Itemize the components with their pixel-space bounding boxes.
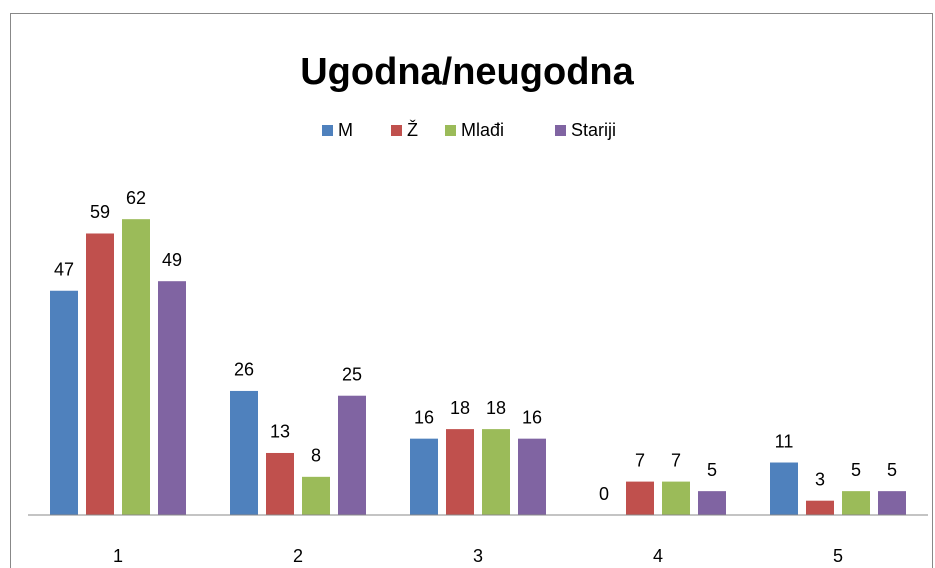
legend-label: Ž — [407, 120, 418, 140]
bar — [338, 395, 366, 515]
value-label: 5 — [851, 460, 861, 480]
bar — [230, 390, 258, 515]
value-label: 11 — [775, 431, 794, 451]
legend-swatch — [445, 125, 456, 136]
bar — [626, 481, 654, 515]
value-label: 59 — [90, 202, 110, 222]
bar — [158, 281, 186, 515]
legend-swatch — [322, 125, 333, 136]
bar — [518, 438, 546, 515]
x-tick-label: 3 — [473, 546, 483, 566]
value-label: 49 — [162, 250, 182, 270]
value-label: 47 — [54, 259, 74, 279]
value-label: 25 — [342, 364, 362, 384]
bar — [266, 452, 294, 515]
value-label: 16 — [414, 407, 434, 427]
x-tick-label: 4 — [653, 546, 663, 566]
bar — [86, 233, 114, 515]
value-label: 5 — [887, 460, 897, 480]
legend-label: M — [338, 120, 353, 140]
bar — [50, 290, 78, 515]
bar — [410, 438, 438, 515]
legend-swatch — [391, 125, 402, 136]
value-label: 7 — [635, 450, 645, 470]
bar — [770, 462, 798, 515]
value-label: 18 — [450, 398, 470, 418]
value-label: 3 — [815, 469, 825, 489]
value-label: 18 — [486, 398, 506, 418]
value-label: 8 — [311, 446, 321, 466]
value-label: 26 — [234, 360, 254, 380]
legend-label: Stariji — [571, 120, 616, 140]
value-label: 0 — [599, 484, 609, 504]
value-label: 62 — [126, 188, 146, 208]
chart-title: Ugodna/neugodna — [300, 51, 634, 93]
legend-label: Mlađi — [461, 120, 504, 140]
bar — [806, 500, 834, 515]
value-label: 16 — [522, 407, 542, 427]
bar — [698, 491, 726, 515]
bar — [122, 219, 150, 515]
x-tick-label: 2 — [293, 546, 303, 566]
x-tick-label: 1 — [113, 546, 123, 566]
x-tick-label: 5 — [833, 546, 843, 566]
value-label: 7 — [671, 450, 681, 470]
legend: M Ž Mlađi Stariji — [322, 120, 616, 140]
bar — [446, 429, 474, 515]
bar — [482, 429, 510, 515]
bar — [662, 481, 690, 515]
value-label: 5 — [707, 460, 717, 480]
bar — [878, 491, 906, 515]
bar — [842, 491, 870, 515]
value-label: 13 — [270, 422, 290, 442]
legend-swatch — [555, 125, 566, 136]
bar — [302, 476, 330, 515]
